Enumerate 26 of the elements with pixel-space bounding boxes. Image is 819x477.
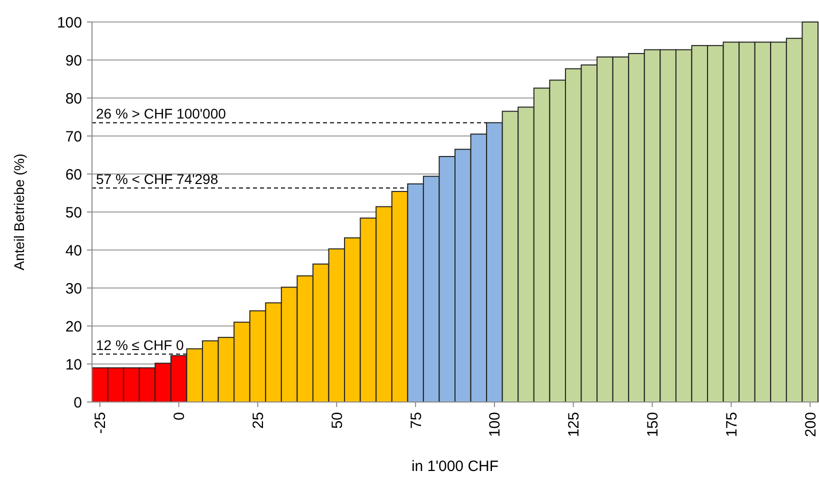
x-tick-label: 200 <box>802 412 819 438</box>
x-tick-label: 175 <box>723 412 740 438</box>
y-tick-label: 10 <box>65 356 82 374</box>
x-tick-label: -25 <box>92 412 110 434</box>
x-tick-label: 0 <box>171 412 188 420</box>
x-tick-label: 25 <box>250 412 267 429</box>
y-tick-label: 90 <box>65 52 82 70</box>
x-tick-label: 100 <box>486 412 504 438</box>
y-tick-label: 40 <box>65 242 82 260</box>
x-tick-label: 75 <box>408 412 425 429</box>
ref-line-label: 57 % < CHF 74'298 <box>96 171 218 188</box>
y-tick-label: 30 <box>65 280 82 298</box>
y-tick-label: 50 <box>65 204 82 222</box>
x-axis-title: in 1'000 CHF <box>411 458 499 475</box>
y-tick-label: 80 <box>65 90 82 108</box>
ref-line-label: 12 % ≤ CHF 0 <box>96 337 184 354</box>
y-tick-label: 60 <box>65 166 82 184</box>
x-tick-label: 125 <box>566 412 583 438</box>
y-tick-label: 70 <box>65 128 82 146</box>
ref-line-label: 26 % > CHF 100'000 <box>96 106 226 122</box>
y-axis-title: Anteil Betriebe (%) <box>11 154 27 270</box>
y-tick-label: 20 <box>65 318 82 336</box>
x-tick-label: 150 <box>644 412 662 438</box>
y-tick-label: 0 <box>74 394 82 412</box>
y-tick-label: 100 <box>56 14 82 32</box>
x-tick-label: 50 <box>328 412 346 429</box>
